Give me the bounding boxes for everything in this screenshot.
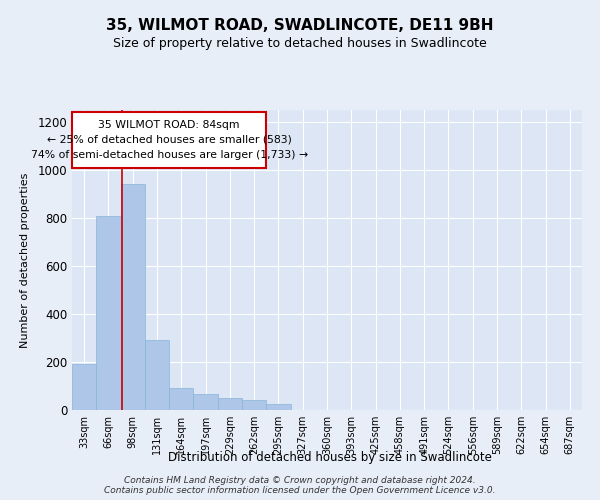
Bar xyxy=(121,184,145,410)
Bar xyxy=(72,364,96,410)
Text: 74% of semi-detached houses are larger (1,733) →: 74% of semi-detached houses are larger (… xyxy=(31,150,308,160)
Text: Distribution of detached houses by size in Swadlincote: Distribution of detached houses by size … xyxy=(168,451,492,464)
Bar xyxy=(145,340,169,410)
FancyBboxPatch shape xyxy=(72,112,266,168)
Y-axis label: Number of detached properties: Number of detached properties xyxy=(20,172,31,348)
Text: 35 WILMOT ROAD: 84sqm: 35 WILMOT ROAD: 84sqm xyxy=(98,120,240,130)
Text: Size of property relative to detached houses in Swadlincote: Size of property relative to detached ho… xyxy=(113,38,487,51)
Bar xyxy=(266,404,290,410)
Bar xyxy=(96,216,121,410)
Text: ← 25% of detached houses are smaller (583): ← 25% of detached houses are smaller (58… xyxy=(47,135,292,145)
Text: Contains public sector information licensed under the Open Government Licence v3: Contains public sector information licen… xyxy=(104,486,496,495)
Text: 35, WILMOT ROAD, SWADLINCOTE, DE11 9BH: 35, WILMOT ROAD, SWADLINCOTE, DE11 9BH xyxy=(106,18,494,32)
Bar xyxy=(193,394,218,410)
Bar xyxy=(242,400,266,410)
Bar xyxy=(169,388,193,410)
Bar xyxy=(218,398,242,410)
Text: Contains HM Land Registry data © Crown copyright and database right 2024.: Contains HM Land Registry data © Crown c… xyxy=(124,476,476,485)
